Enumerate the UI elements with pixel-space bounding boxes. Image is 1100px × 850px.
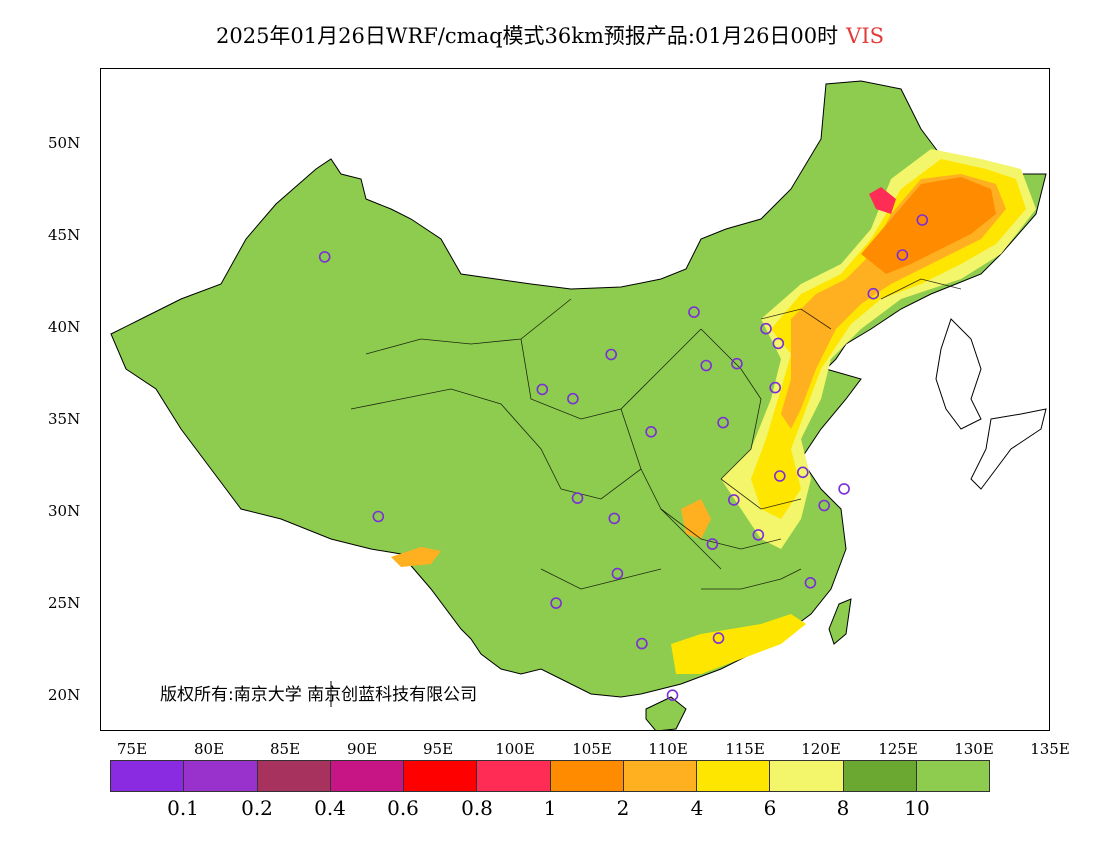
- color-legend: [110, 760, 990, 792]
- vis-zone-south: [671, 614, 806, 674]
- station-marker[interactable]: [706, 538, 719, 550]
- station-marker[interactable]: [727, 494, 740, 506]
- station-marker[interactable]: [838, 483, 850, 495]
- lon-tick-label: 80E: [193, 740, 225, 758]
- station-marker[interactable]: [372, 510, 385, 523]
- hainan-island: [645, 696, 687, 730]
- legend-swatch: [843, 761, 917, 791]
- lat-tick-label: 30N: [48, 502, 81, 520]
- legend-swatch: [770, 761, 844, 791]
- station-marker[interactable]: [608, 512, 621, 525]
- legend-swatch: [623, 761, 697, 791]
- station-marker[interactable]: [773, 470, 786, 482]
- province-boundaries: [350, 278, 962, 590]
- legend-label: 10: [904, 796, 930, 820]
- map-title: 2025年01月26日WRF/cmaq模式36km预报产品:01月26日00时 V…: [0, 20, 1100, 50]
- vis-zone-central: [681, 499, 711, 539]
- station-marker[interactable]: [796, 466, 809, 479]
- legend-label: 0.1: [167, 796, 199, 820]
- legend-label: 4: [690, 796, 704, 820]
- legend-label: 6: [763, 796, 777, 820]
- station-markers-layer: [318, 214, 929, 702]
- lat-tick-label: 35N: [48, 410, 81, 428]
- lon-tick-label: 90E: [346, 740, 378, 758]
- legend-label: 2: [616, 796, 630, 820]
- lon-tick-label: 130E: [954, 740, 994, 758]
- station-marker[interactable]: [769, 381, 782, 394]
- lon-tick-label: 95E: [422, 740, 454, 758]
- station-marker[interactable]: [636, 637, 648, 650]
- legend-label: 0.8: [461, 796, 493, 820]
- lat-tick-label: 25N: [48, 594, 81, 612]
- legend-label: 8: [836, 796, 850, 820]
- legend-label: 0.6: [387, 796, 419, 820]
- station-marker[interactable]: [717, 416, 729, 429]
- station-marker[interactable]: [605, 348, 618, 361]
- station-marker[interactable]: [318, 251, 331, 263]
- china-landmass: [110, 80, 1047, 698]
- title-text: 2025年01月26日WRF/cmaq模式36km预报产品:01月26日00时: [215, 24, 839, 48]
- station-marker[interactable]: [666, 689, 679, 702]
- station-marker[interactable]: [571, 492, 584, 504]
- copyright-text: 版权所有:南京大学 南京创蓝科技有限公司: [160, 685, 478, 705]
- station-marker[interactable]: [712, 632, 725, 644]
- lat-tick-label: 20N: [48, 686, 81, 704]
- station-marker[interactable]: [760, 322, 772, 335]
- legend-label: 1: [543, 796, 557, 820]
- lon-tick-label: 115E: [725, 740, 765, 758]
- lat-tick-label: 40N: [48, 318, 81, 336]
- station-marker[interactable]: [688, 306, 700, 318]
- lon-tick-label: 110E: [648, 740, 688, 758]
- legend-swatch: [111, 761, 185, 791]
- station-marker[interactable]: [867, 287, 880, 300]
- legend-label: 0.4: [314, 796, 346, 820]
- map-canvas: [110, 80, 1047, 730]
- vis-zone-1-2: [861, 177, 996, 274]
- japan-outline: [970, 408, 1047, 490]
- legend-label: 0.2: [241, 796, 273, 820]
- station-marker[interactable]: [916, 214, 929, 226]
- lon-tick-label: 120E: [801, 740, 841, 758]
- station-marker[interactable]: [752, 529, 765, 541]
- taiwan-island: [828, 598, 852, 645]
- legend-swatch: [477, 761, 551, 791]
- lat-tick-label: 45N: [48, 226, 81, 244]
- station-marker[interactable]: [818, 499, 831, 512]
- map-panel[interactable]: [100, 68, 1050, 731]
- lon-tick-label: 100E: [495, 740, 535, 758]
- korea-outline: [935, 318, 982, 430]
- station-marker[interactable]: [700, 359, 713, 372]
- variable-label: VIS: [846, 24, 885, 48]
- legend-swatch: [184, 761, 258, 791]
- lon-tick-label: 75E: [116, 740, 148, 758]
- station-marker[interactable]: [896, 249, 909, 261]
- lon-tick-label: 85E: [269, 740, 301, 758]
- lon-tick-label: 125E: [878, 740, 918, 758]
- station-marker[interactable]: [550, 597, 562, 609]
- legend-swatch: [697, 761, 771, 791]
- legend-swatch: [404, 761, 478, 791]
- station-marker[interactable]: [731, 357, 743, 370]
- legend-swatch: [550, 761, 624, 791]
- station-marker[interactable]: [567, 392, 579, 405]
- legend-swatch: [330, 761, 404, 791]
- lon-tick-label: 105E: [572, 740, 612, 758]
- station-marker[interactable]: [772, 337, 785, 350]
- lat-tick-label: 50N: [48, 134, 81, 152]
- vis-zone-tibet-edge: [391, 547, 441, 567]
- lon-tick-label: 135E: [1030, 740, 1070, 758]
- station-marker[interactable]: [645, 425, 657, 438]
- vis-zone-under-1: [869, 187, 896, 214]
- legend-swatch: [916, 761, 989, 791]
- legend-swatch: [257, 761, 331, 791]
- station-marker[interactable]: [611, 567, 624, 580]
- station-marker[interactable]: [804, 576, 817, 589]
- station-marker[interactable]: [536, 383, 549, 396]
